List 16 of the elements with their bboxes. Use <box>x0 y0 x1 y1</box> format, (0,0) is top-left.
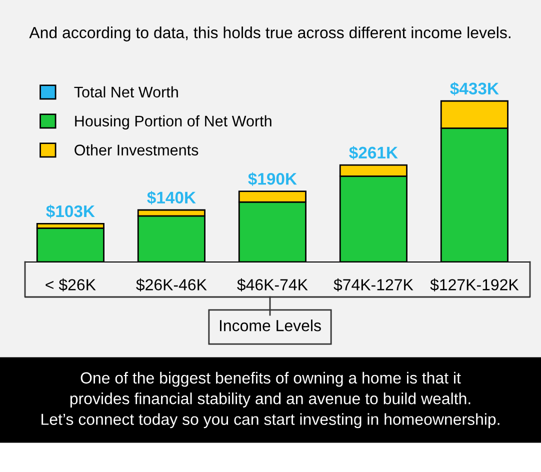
text: One of the biggest benefits of owning a home is that it provides financial stability and an avenue to build wealth. Let’s connect today so you can start investing in homeownership. <box>42 372 500 428</box>
annotation: $140K <box>147 190 196 205</box>
annotation: $103K <box>46 204 95 218</box>
annotation: $433K <box>450 82 499 96</box>
x-axis-title: Income Levels <box>220 320 321 332</box>
legend-label: Other Investments <box>74 144 198 156</box>
x-tick-label: $26K-46K <box>136 278 207 292</box>
x-tick-label: $74K-127K <box>334 278 414 292</box>
chart-title: And according to data, this holds true across different income levels. <box>29 26 510 42</box>
x-tick-label: $127K-192K <box>430 278 519 292</box>
x-tick-label: $46K-74K <box>237 278 308 292</box>
annotation: $190K <box>248 172 297 186</box>
legend-label: Total Net Worth <box>74 86 178 98</box>
x-tick-label: < $26K <box>46 278 96 292</box>
legend-label: Housing Portion of Net Worth <box>75 115 272 130</box>
annotation: $261K <box>349 146 398 160</box>
